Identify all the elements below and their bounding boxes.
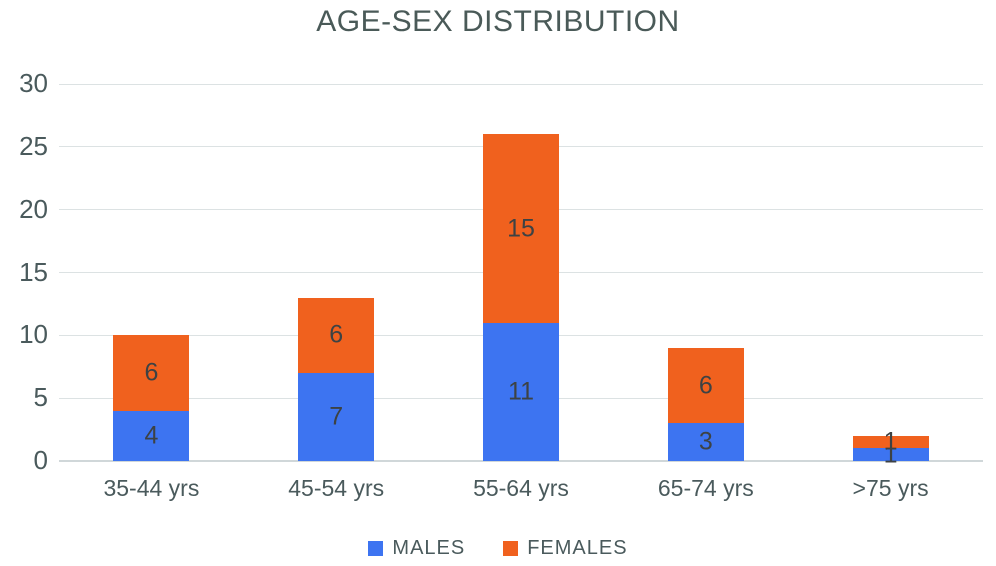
y-tick-label: 30 bbox=[19, 67, 48, 98]
legend: MALES FEMALES bbox=[0, 537, 996, 560]
bar-value-label: 3 bbox=[698, 427, 713, 456]
bar-value-label: 15 bbox=[507, 214, 535, 243]
bar-value-label: 6 bbox=[329, 320, 344, 349]
bar-segment-males bbox=[483, 322, 559, 461]
y-tick-label: 15 bbox=[19, 256, 48, 287]
bar-value-label: 4 bbox=[144, 421, 159, 450]
legend-item-males: MALES bbox=[368, 537, 465, 560]
plot-area: 0 5 10 15 20 25 30 4 6 35-44 yrs 7 6 45-54 yrs 11 15 55… bbox=[19, 68, 983, 501]
bar-segment-males bbox=[298, 373, 375, 461]
bar-value-label: 6 bbox=[698, 371, 713, 400]
bar-value-label: 11 bbox=[508, 377, 534, 406]
chart-title: AGE-SEX DISTRIBUTION bbox=[316, 5, 680, 38]
x-axis-label: 35-44 yrs bbox=[103, 475, 200, 501]
legend-swatch-males bbox=[368, 541, 384, 556]
legend-label-males: MALES bbox=[392, 537, 466, 559]
bar-value-label: 6 bbox=[144, 358, 159, 387]
y-tick-label: 20 bbox=[19, 193, 48, 224]
bar-segment-females bbox=[298, 297, 375, 374]
gridline bbox=[59, 83, 983, 85]
bar-segment-females bbox=[483, 134, 559, 323]
bar-segment-males bbox=[852, 448, 929, 461]
bar-segment-females bbox=[667, 347, 744, 424]
x-axis-label: >75 yrs bbox=[852, 475, 929, 501]
x-axis-label: 65-74 yrs bbox=[657, 475, 754, 501]
y-tick-label: 25 bbox=[19, 130, 48, 161]
x-axis-label: 45-54 yrs bbox=[288, 475, 385, 501]
y-tick-label: 10 bbox=[19, 319, 48, 350]
legend-swatch-females bbox=[503, 541, 519, 556]
x-axis-label: 55-64 yrs bbox=[473, 475, 569, 501]
y-tick-label: 5 bbox=[33, 382, 48, 413]
bar-segment-females bbox=[852, 435, 929, 449]
bar-value-label: 1 bbox=[883, 427, 898, 456]
bar-segment-females bbox=[113, 335, 190, 411]
bar-segment-males bbox=[113, 410, 190, 461]
bar-segment-males bbox=[667, 423, 744, 461]
bar-value-label: 7 bbox=[329, 402, 344, 431]
legend-label-females: FEMALES bbox=[527, 537, 628, 559]
legend-item-females: FEMALES bbox=[503, 537, 627, 560]
y-tick-label: 0 bbox=[33, 444, 48, 475]
x-axis-line bbox=[59, 460, 983, 462]
